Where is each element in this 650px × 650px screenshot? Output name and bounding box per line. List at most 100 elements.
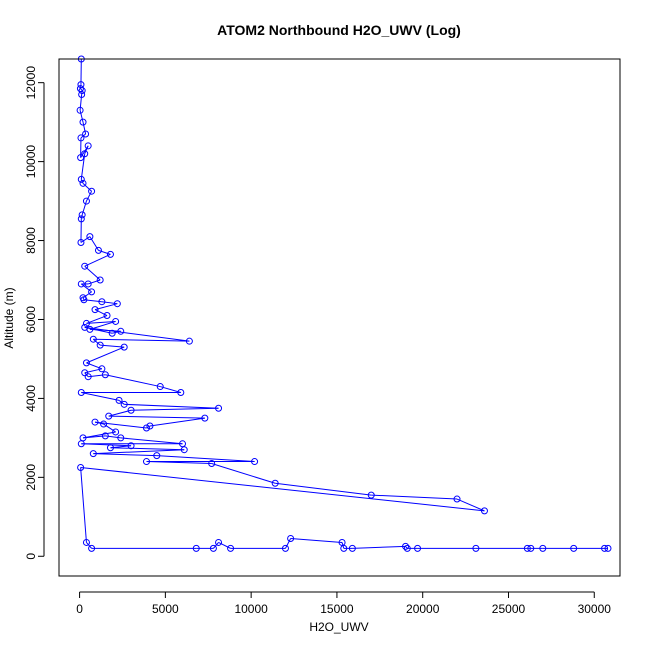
series-segment [86,315,108,324]
x-tick-label: 15000 [320,602,354,616]
y-axis-title: Altitude (m) [2,287,16,348]
series-segment [110,447,185,451]
data-point [77,280,85,288]
data-point [84,373,92,381]
data-point [84,142,92,150]
data-point [79,179,87,187]
x-tick-label: 20000 [406,602,440,616]
data-point [215,538,223,546]
y-tick-label: 8000 [24,227,38,254]
data-point [81,150,89,158]
chart-title: ATOM2 Northbound H2O_UWV (Log) [217,22,461,38]
series-segment [213,542,219,549]
series-segment [275,482,372,496]
data-point [98,298,106,306]
data-point [106,444,114,452]
data-point [112,317,120,325]
series-segment [108,409,132,417]
y-tick-label: 12000 [24,66,38,100]
data-point [281,544,289,552]
series-segment [160,386,181,393]
data-point [112,428,120,436]
data-point [77,134,85,142]
series-segment [84,326,190,342]
series-segment [86,542,92,549]
series-segment [82,431,116,439]
series-points [76,55,612,552]
data-point [88,288,96,296]
series-segment [88,279,101,285]
data-point [77,154,85,162]
series-segment [81,391,120,401]
data-point [120,400,128,408]
y-tick-label: 10000 [24,145,38,179]
series-segment [84,372,89,378]
series-segment [352,545,406,549]
x-tick-label: 30000 [578,602,612,616]
series-segment [79,110,84,123]
series-segment [371,494,458,500]
data-point [251,458,259,466]
data-point [348,544,356,552]
x-tick-label: 5000 [152,602,179,616]
series-segment [108,415,205,419]
series-segment [82,182,92,192]
series-segment [80,88,83,91]
data-point [105,412,113,420]
series-segment [456,498,485,512]
data-point [227,544,235,552]
data-point [77,440,85,448]
data-point [78,87,86,95]
data-point [215,404,223,412]
series-segment [124,403,219,409]
data-point [78,211,86,219]
data-point [101,371,109,379]
data-point [153,452,161,460]
data-point [472,544,480,552]
data-point [403,544,411,552]
series-segment [80,179,84,184]
data-point [177,388,185,396]
series-segment [94,421,147,429]
series-segment [80,466,485,512]
series-segment [105,374,161,388]
series-segment [80,236,91,243]
data-point [527,544,535,552]
data-point [98,365,106,373]
series-segment [80,153,86,180]
series-segment [156,455,255,463]
series-segment [98,249,111,255]
y-axis: 0 2000 4000 6000 8000 10000 12000 [24,66,45,560]
data-point [78,91,86,99]
series-segment [80,467,87,543]
data-point [81,323,89,331]
data-point [120,343,128,351]
data-point [414,544,422,552]
series-segment [120,437,183,445]
series-segment [100,344,125,348]
y-tick-label: 4000 [24,385,38,412]
x-axis-title: H2O_UWV [309,620,368,634]
series-segment [218,542,231,549]
data-point [117,434,125,442]
data-point [480,507,488,515]
data-point [402,542,410,550]
data-point [80,296,88,304]
series-segment [103,423,116,433]
data-point [570,544,578,552]
series-segment [285,538,292,549]
data-point [108,329,116,337]
data-point [127,442,135,450]
data-point [539,544,547,552]
series-segment [86,320,116,324]
data-point [86,233,94,241]
data-point [88,187,96,195]
data-point [201,414,209,422]
series-segment [81,443,132,447]
data-point [89,335,97,343]
series-segment [82,122,87,135]
y-tick-label: 0 [24,553,38,560]
data-point [453,495,461,503]
